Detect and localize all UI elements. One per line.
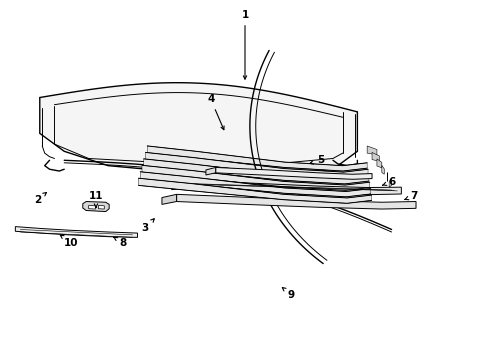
Polygon shape: [83, 202, 109, 212]
Polygon shape: [89, 206, 96, 209]
Polygon shape: [372, 152, 379, 161]
Text: 11: 11: [89, 191, 103, 207]
Text: 5: 5: [310, 155, 324, 165]
Polygon shape: [146, 152, 368, 177]
Polygon shape: [216, 167, 372, 179]
Text: 2: 2: [34, 193, 47, 205]
Polygon shape: [139, 178, 371, 203]
Polygon shape: [206, 167, 216, 175]
Polygon shape: [162, 194, 176, 204]
Polygon shape: [144, 159, 369, 184]
Polygon shape: [389, 178, 392, 187]
Polygon shape: [15, 226, 138, 237]
Polygon shape: [172, 180, 186, 190]
Polygon shape: [382, 165, 384, 174]
Text: 3: 3: [141, 219, 154, 233]
Text: 7: 7: [404, 191, 417, 201]
Polygon shape: [98, 206, 104, 209]
Polygon shape: [147, 146, 367, 171]
Text: 8: 8: [114, 237, 126, 248]
Text: 4: 4: [207, 94, 224, 130]
Polygon shape: [40, 83, 357, 176]
Text: 10: 10: [60, 235, 79, 248]
Polygon shape: [140, 172, 370, 197]
Text: 6: 6: [383, 177, 395, 187]
Polygon shape: [367, 146, 377, 155]
Polygon shape: [186, 180, 401, 195]
Text: 9: 9: [282, 288, 295, 300]
Polygon shape: [176, 194, 416, 209]
Text: 1: 1: [242, 10, 248, 79]
Polygon shape: [142, 165, 370, 190]
Polygon shape: [377, 159, 382, 168]
